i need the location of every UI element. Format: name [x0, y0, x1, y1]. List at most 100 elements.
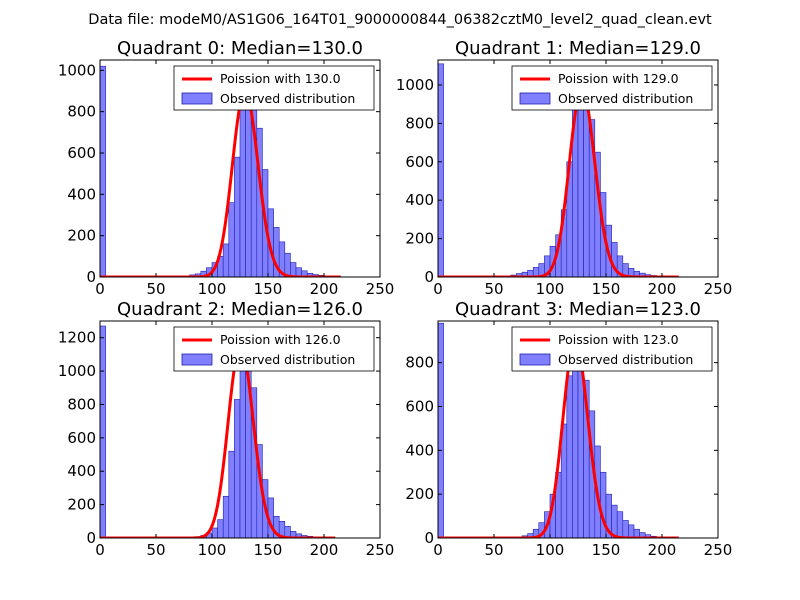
- subplot-quadrant-3: Quadrant 3: Median=123.0 0 50 100 150 200 250 0…: [405, 299, 732, 559]
- legend-label-bars: Observed distribution: [220, 352, 355, 367]
- legend-label-line: Poission with 130.0: [220, 71, 341, 86]
- subplot-quadrant-0: Quadrant 0: Median=130.0 0 50 100 150 200 250 0…: [58, 38, 395, 298]
- histogram-bar: [234, 156, 241, 277]
- histogram-bar: [228, 202, 235, 277]
- legend-bar-swatch: [181, 353, 213, 366]
- y-tick-label: 1000: [58, 61, 96, 79]
- histogram-bar: [438, 322, 444, 538]
- poisson-line: [438, 339, 680, 538]
- x-tick-label: 250: [366, 280, 395, 298]
- legend: Poission with 129.0 Observed distribution: [511, 65, 713, 111]
- histogram-bar: [616, 511, 624, 538]
- subplot-grid: Quadrant 0: Median=130.0 0 50 100 150 200 250 0…: [58, 38, 733, 559]
- legend-label-bars: Observed distribution: [558, 352, 693, 367]
- legend: Poission with 130.0 Observed distribution: [173, 65, 375, 111]
- y-tick-label: 800: [405, 354, 434, 372]
- y-tick-label: 600: [405, 153, 434, 171]
- x-tick-label: 100: [536, 541, 565, 559]
- legend-box: [173, 326, 375, 372]
- histogram-bar: [239, 107, 246, 277]
- histogram-bar: [222, 243, 230, 277]
- histogram-bar: [622, 520, 629, 538]
- y-tick-label: 0: [86, 529, 96, 547]
- figure-title: Data file: modeM0/AS1G06_164T01_90000008…: [88, 12, 712, 28]
- y-tick-label: 1000: [58, 362, 96, 380]
- legend: Poission with 126.0 Observed distribution: [173, 326, 375, 372]
- y-tick-label: 400: [67, 462, 96, 480]
- histogram-bar: [228, 450, 235, 538]
- legend: Poission with 123.0 Observed distribution: [511, 326, 713, 372]
- y-tick-label: 0: [424, 268, 434, 286]
- y-tick-label: 600: [67, 429, 96, 447]
- subplot-title: Quadrant 1: Median=129.0: [455, 38, 701, 59]
- y-tick-label: 800: [67, 103, 96, 121]
- y-tick-label: 400: [405, 191, 434, 209]
- x-tick-label: 200: [310, 280, 339, 298]
- histogram-bar: [566, 375, 573, 538]
- histogram-bar: [222, 495, 230, 538]
- histogram-bar: [572, 344, 579, 538]
- subplot-title: Quadrant 3: Median=123.0: [455, 299, 701, 320]
- histogram-bar: [245, 90, 252, 277]
- poisson-line: [438, 87, 680, 277]
- x-tick-label: 200: [310, 541, 339, 559]
- subplot-title: Quadrant 0: Median=130.0: [117, 38, 363, 59]
- x-tick-label: 100: [198, 280, 227, 298]
- histogram-bar: [217, 519, 224, 538]
- poisson-line: [100, 89, 342, 277]
- x-tick-label: 0: [95, 280, 105, 298]
- axes-frame: [99, 320, 381, 539]
- histogram-bar: [211, 527, 218, 538]
- y-tick-label: 800: [67, 395, 96, 413]
- histogram-bars: [100, 65, 342, 277]
- histogram-bar: [239, 345, 246, 538]
- y-tick-label: 800: [405, 114, 434, 132]
- x-tick-label: 250: [366, 541, 395, 559]
- x-tick-label: 50: [146, 280, 165, 298]
- y-tick-label: 1200: [58, 329, 96, 347]
- legend-label-line: Poission with 126.0: [220, 332, 341, 347]
- histogram-bar: [628, 524, 635, 538]
- y-tick-label: 0: [86, 268, 96, 286]
- x-tick-label: 0: [433, 280, 443, 298]
- subplot-quadrant-1: Quadrant 1: Median=129.0 0 50 100 150 200 250 0…: [396, 38, 733, 298]
- x-tick-label: 0: [433, 541, 443, 559]
- axes-frame: [437, 59, 719, 278]
- y-tick-label: 200: [67, 227, 96, 245]
- x-tick-label: 250: [704, 280, 733, 298]
- x-tick-label: 0: [95, 541, 105, 559]
- x-tick-label: 150: [592, 541, 621, 559]
- x-tick-label: 150: [592, 280, 621, 298]
- x-tick-label: 100: [536, 280, 565, 298]
- histogram-bar: [100, 65, 106, 277]
- x-tick-label: 100: [198, 541, 227, 559]
- y-tick-label: 1000: [396, 76, 434, 94]
- histogram-bar: [577, 90, 584, 277]
- legend-label-line: Poission with 129.0: [558, 71, 679, 86]
- x-tick-label: 200: [648, 280, 677, 298]
- poisson-line: [100, 344, 336, 538]
- x-tick-label: 50: [484, 280, 503, 298]
- y-tick-label: 200: [405, 230, 434, 248]
- x-tick-label: 150: [254, 541, 283, 559]
- y-tick-label: 200: [67, 496, 96, 514]
- x-tick-label: 250: [704, 541, 733, 559]
- legend-bar-swatch: [181, 92, 213, 105]
- histogram-bar: [284, 252, 291, 277]
- histogram-bar: [234, 399, 241, 538]
- legend-label-bars: Observed distribution: [558, 91, 693, 106]
- x-tick-label: 50: [146, 541, 165, 559]
- axes-frame: [437, 320, 719, 539]
- legend-bar-swatch: [519, 92, 551, 105]
- histogram-bar: [438, 63, 444, 277]
- x-tick-label: 150: [254, 280, 283, 298]
- histogram-bar: [100, 325, 106, 538]
- y-tick-label: 400: [405, 441, 434, 459]
- y-tick-label: 600: [67, 144, 96, 162]
- x-tick-label: 200: [648, 541, 677, 559]
- y-tick-label: 0: [424, 529, 434, 547]
- legend-bar-swatch: [519, 353, 551, 366]
- subplot-quadrant-2: Quadrant 2: Median=126.0 0 50 100 150 200 250 0…: [58, 299, 395, 559]
- y-tick-label: 200: [405, 485, 434, 503]
